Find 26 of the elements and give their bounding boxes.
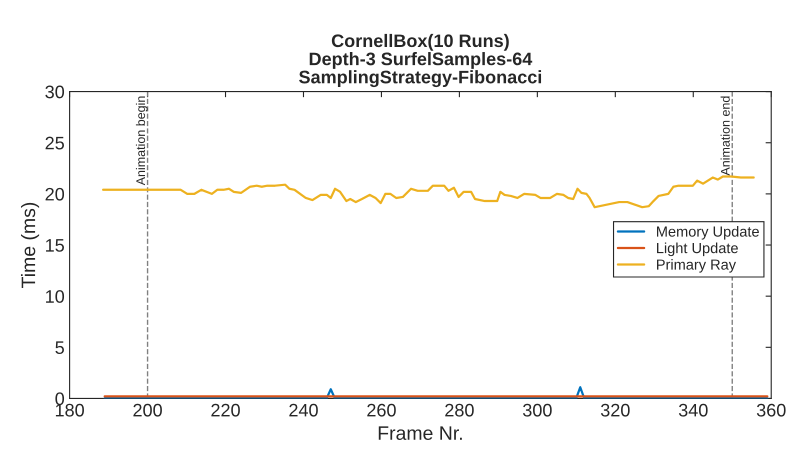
x-tick-label: 360 xyxy=(756,404,786,417)
ref-line-label: Animation begin xyxy=(136,96,148,186)
y-tick-label: 30 xyxy=(45,86,64,98)
x-tick-label: 200 xyxy=(133,404,162,417)
y-tick-label: 10 xyxy=(46,290,64,303)
x-tick-label: 320 xyxy=(600,404,630,417)
y-tick-label: 5 xyxy=(55,341,64,354)
y-tick-label: 20 xyxy=(46,188,64,201)
x-tick-label: 180 xyxy=(56,404,84,417)
x-tick-label: 260 xyxy=(367,404,396,417)
legend-label: Light Update xyxy=(657,242,738,256)
ref-line-label: Animation end xyxy=(720,96,730,176)
x-tick-label: 220 xyxy=(211,404,240,417)
x-tick-label: 340 xyxy=(678,404,708,417)
y-tick-label: 15 xyxy=(46,239,64,252)
y-tick-label: 25 xyxy=(46,136,64,150)
x-tick-label: 300 xyxy=(522,404,552,417)
chart-title: CornellBox(10 Runs) Depth-3 SurfelSamples-64 SamplingStrategy-Fibonacci xyxy=(299,34,542,88)
y-axis-title: Time (ms) xyxy=(20,202,40,288)
legend-label: Primary Ray xyxy=(657,259,736,273)
x-axis-title: Frame Nr. xyxy=(378,426,462,440)
legend-label: Memory Update xyxy=(657,226,759,240)
y-tick-label: 0 xyxy=(55,392,64,406)
x-tick-label: 240 xyxy=(289,404,318,417)
x-tick-label: 280 xyxy=(445,404,474,417)
line-series xyxy=(104,386,768,398)
